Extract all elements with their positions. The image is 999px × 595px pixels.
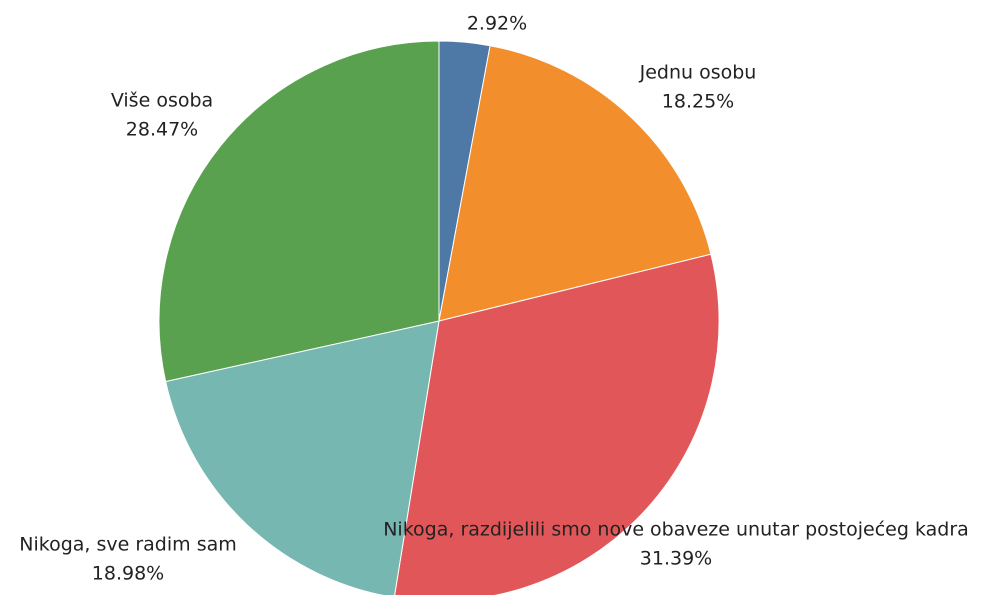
slice-value-label: 2.92% bbox=[467, 13, 527, 35]
slice-value-label: 18.25% bbox=[662, 91, 734, 113]
slice-category-label: Jednu osobu bbox=[639, 62, 757, 84]
slice-value-label: 31.39% bbox=[640, 548, 712, 570]
slice-value-label: 18.98% bbox=[92, 563, 164, 585]
slice-value-label: 28.47% bbox=[126, 119, 198, 141]
pie-slice bbox=[394, 253, 720, 595]
pie-slice bbox=[165, 320, 440, 595]
pie-slice bbox=[158, 40, 440, 383]
pie-slice bbox=[438, 45, 712, 322]
slice-category-label: Nikoga, sve radim sam bbox=[19, 534, 237, 556]
slice-category-label: Nikoga, razdijelili smo nove obaveze unu… bbox=[383, 519, 969, 541]
slice-category-label: Više osoba bbox=[111, 90, 213, 112]
